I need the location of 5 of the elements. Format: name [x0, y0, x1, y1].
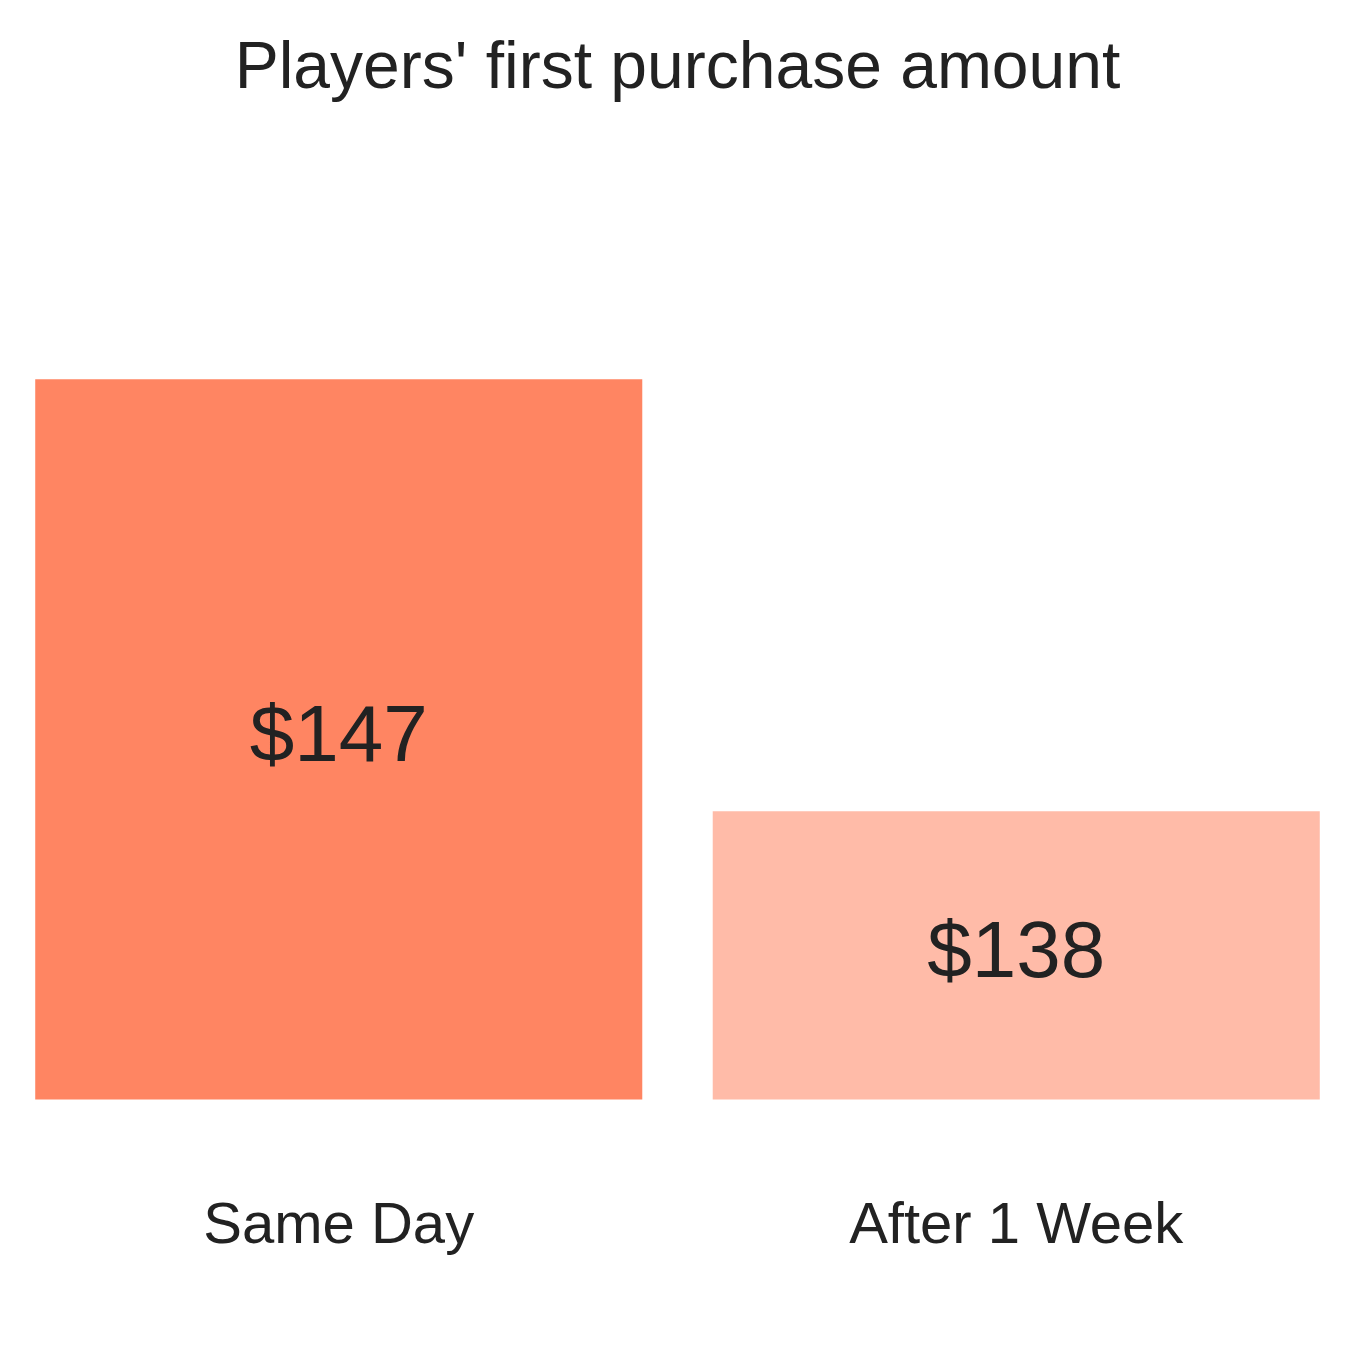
x-tick-label: After 1 Week	[849, 1190, 1185, 1256]
data-label: $138	[927, 905, 1106, 995]
x-tick-label: Same Day	[203, 1190, 475, 1256]
data-label: $147	[249, 689, 428, 779]
chart-title: Players' first purchase amount	[234, 27, 1121, 102]
